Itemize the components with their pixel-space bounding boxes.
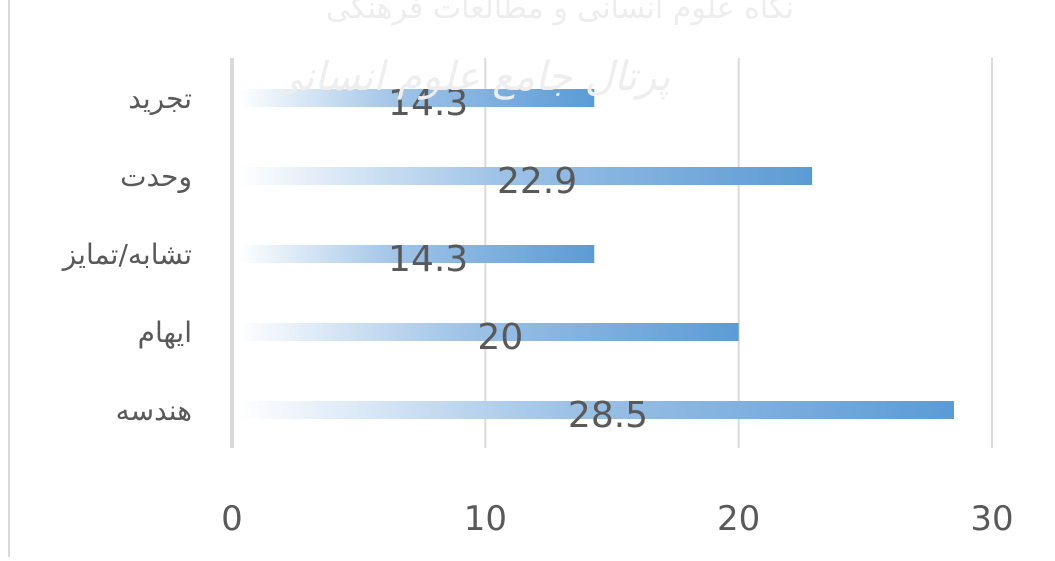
- left-border-line: [8, 0, 10, 557]
- category-labels: تجرید وحدت تشابه/تمایز ایهام هندسه: [61, 82, 192, 427]
- x-tick-label: 20: [717, 499, 760, 539]
- data-label: 20: [477, 317, 523, 358]
- x-tick-label: 10: [464, 499, 507, 539]
- x-axis-tick-labels: 0 10 20 30: [221, 499, 1013, 539]
- data-label: 14.3: [388, 239, 468, 280]
- category-label: تشابه/تمایز: [61, 238, 192, 271]
- bars: [238, 89, 954, 419]
- bar: [238, 323, 739, 341]
- bar: [238, 167, 813, 185]
- data-label: 14.3: [388, 83, 468, 124]
- data-label: 22.9: [497, 161, 577, 202]
- category-label: وحدت: [120, 160, 192, 193]
- category-label: هندسه: [116, 394, 192, 427]
- x-tick-label: 0: [221, 499, 243, 539]
- bar: [238, 89, 595, 107]
- gridlines: [230, 58, 993, 448]
- category-label: تجرید: [128, 82, 192, 115]
- bar: [238, 401, 954, 419]
- bar: [238, 245, 595, 263]
- category-label: ایهام: [138, 316, 192, 349]
- x-tick-label: 30: [970, 499, 1013, 539]
- data-label: 28.5: [568, 395, 648, 436]
